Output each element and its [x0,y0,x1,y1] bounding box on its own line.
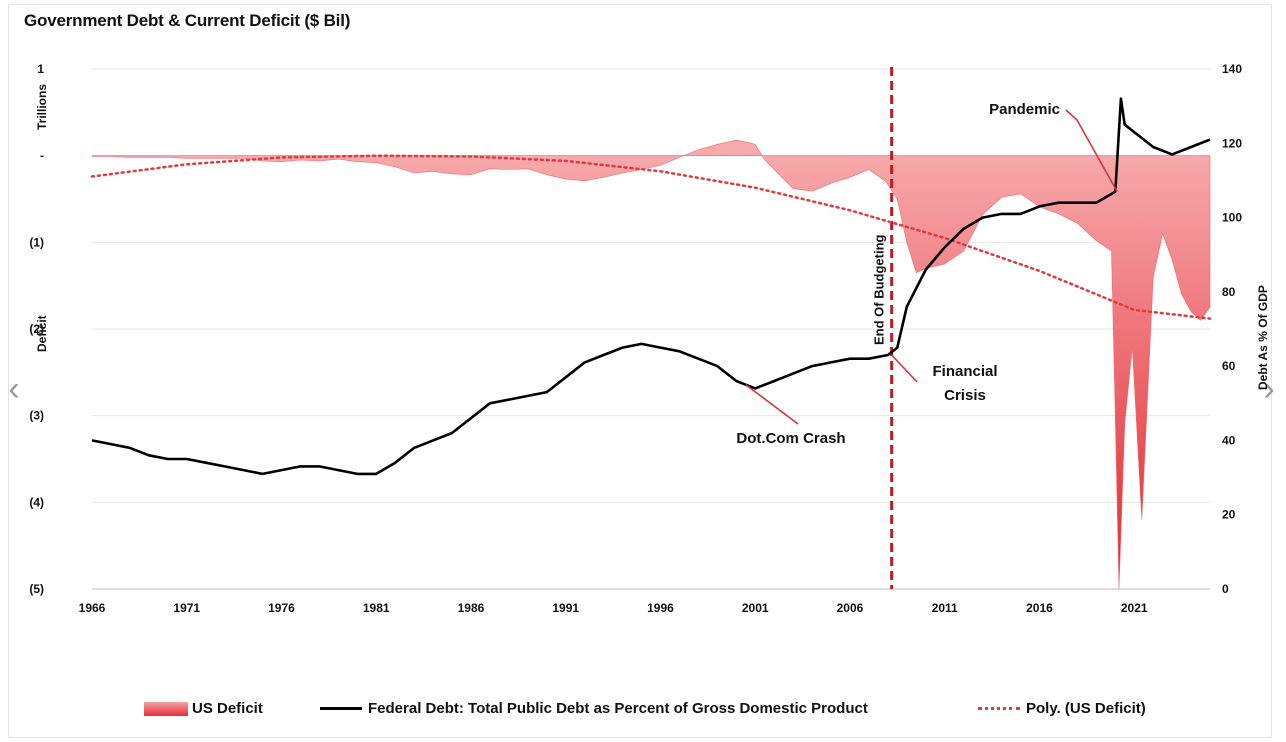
left-tick-label: (2) [29,322,44,336]
chart-frame [8,4,1272,738]
financial-crisis-leader-line [891,354,918,383]
right-tick-label: 20 [1222,508,1236,522]
dotcom-crash-leader-line [745,384,799,425]
left-tick-label: (4) [29,495,44,509]
x-tick-label: 1976 [268,601,295,615]
right-axis-title: Debt As % Of GDP [1256,285,1270,390]
x-tick-label: 1971 [173,601,200,615]
legend-label: Federal Debt: Total Public Debt as Perce… [368,700,868,717]
x-tick-label: 2011 [932,601,958,615]
right-tick-label: 0 [1222,582,1229,596]
legend-swatch-area [144,701,188,716]
legend-swatch-line [320,707,362,710]
x-tick-label: 2001 [742,601,769,615]
federal-debt-line [91,97,1211,476]
legend-item-federal-debt: Federal Debt: Total Public Debt as Perce… [320,700,868,717]
pandemic-leader-line [1065,109,1118,192]
x-tick-label: 1991 [552,601,579,615]
x-tick-label: 2006 [837,601,864,615]
right-tick-label: 120 [1222,136,1242,150]
right-tick-label: 60 [1222,359,1236,373]
annotation-layer: End Of Budgeting Pandemic Financial Crisis D… [736,101,1118,447]
axis-layer: 1 - (1) (2) (3) (4) (5) 0 20 40 60 80 100 120 140 1966 1… [29,62,1270,615]
deficit-area [91,139,1211,590]
poly-deficit-trendline [90,154,1212,320]
legend-swatch-dotted [978,707,1020,710]
line-layer [90,67,1212,589]
gridlines [92,68,1210,590]
x-tick-label: 1981 [363,601,390,615]
pandemic-label: Pandemic [989,101,1060,118]
x-tick-label: 1996 [647,601,674,615]
legend-item-us-deficit: US Deficit [144,700,263,717]
dotcom-crash-label: Dot.Com Crash [736,430,845,447]
legend-label: US Deficit [192,700,263,717]
financial-crisis-label-2: Crisis [944,387,986,404]
right-tick-label: 80 [1222,285,1236,299]
right-tick-label: 140 [1222,62,1242,76]
financial-crisis-label: Financial [932,363,997,380]
left-tick-label: (3) [29,409,44,423]
right-tick-label: 100 [1222,211,1242,225]
left-tick-label: - [40,149,44,163]
left-axis-title: Deficit [35,315,49,352]
x-tick-label: 2016 [1026,601,1053,615]
left-tick-label: (5) [29,582,44,596]
left-axis-unit-label: Trillions [35,84,49,130]
deficit-area-layer [91,139,1211,590]
left-tick-label: (1) [29,235,44,249]
end-of-budgeting-label: End Of Budgeting [872,234,887,345]
chevron-right-icon[interactable]: › [1263,370,1275,408]
legend-label: Poly. (US Deficit) [1026,700,1146,717]
chart-title: Government Debt & Current Deficit ($ Bil… [24,11,351,30]
x-tick-label: 2021 [1121,601,1148,615]
left-tick-label: 1 [37,62,44,76]
legend-item-poly-deficit: Poly. (US Deficit) [978,700,1146,717]
chevron-left-icon[interactable]: ‹ [8,370,20,408]
right-tick-label: 40 [1222,433,1236,447]
x-tick-label: 1986 [458,601,485,615]
x-tick-label: 1966 [79,601,106,615]
legend: US Deficit Federal Debt: Total Public De… [0,700,1286,724]
